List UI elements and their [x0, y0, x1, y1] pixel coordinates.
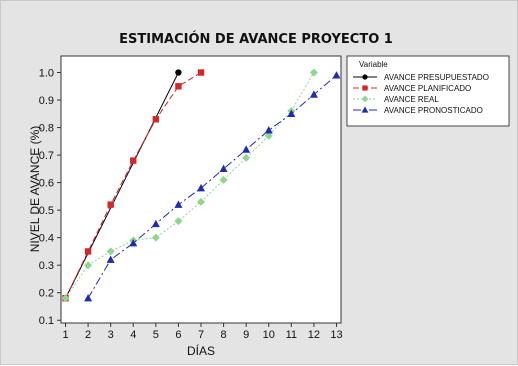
series-3	[84, 71, 341, 302]
data-point	[197, 69, 205, 76]
data-point	[106, 247, 115, 256]
data-point	[84, 248, 92, 255]
data-point	[242, 153, 251, 162]
data-point	[264, 126, 273, 134]
legend-label: AVANCE REAL	[384, 95, 439, 104]
x-tick-label: 6	[175, 329, 181, 341]
y-tick-label: 0.1	[39, 315, 54, 327]
data-point	[152, 116, 160, 123]
y-tick-label: 1.0	[39, 68, 54, 80]
x-tick-label: 2	[85, 329, 91, 341]
legend-marker	[362, 85, 368, 91]
data-point	[219, 164, 228, 173]
data-point	[175, 69, 182, 76]
series-line	[65, 72, 179, 299]
axes: 1 2 3 4 5 6 7 8 9 10 11 12 130.10.20.30.40.50.60.70.…	[39, 68, 343, 341]
series-line	[65, 72, 315, 299]
x-tick-label: 1	[62, 329, 68, 341]
data-point	[332, 71, 341, 79]
x-tick-label: 12	[308, 329, 320, 341]
data-point	[174, 200, 183, 208]
x-tick-label: 7	[198, 329, 204, 341]
data-point	[264, 131, 273, 140]
y-tick-label: 0.7	[39, 150, 54, 162]
data-point	[174, 217, 183, 226]
data-point	[61, 294, 70, 303]
legend-title: Variable	[359, 60, 388, 69]
data-point	[84, 294, 93, 302]
data-point	[84, 261, 93, 270]
x-axis-title: DÍAS	[187, 343, 215, 358]
y-tick-label: 0.3	[39, 260, 54, 272]
x-tick-label: 8	[221, 329, 227, 341]
data-point	[309, 68, 318, 77]
x-tick-label: 9	[243, 329, 249, 341]
data-point	[107, 201, 114, 208]
data-point	[151, 219, 160, 228]
legend-label: AVANCE PRONOSTICADO	[384, 106, 483, 115]
data-point	[106, 255, 115, 263]
chart-title: ESTIMACIÓN DE AVANCE PROYECTO 1	[119, 31, 393, 47]
y-tick-label: 0.2	[39, 288, 54, 300]
x-tick-label: 13	[330, 329, 342, 341]
series-2	[61, 68, 318, 303]
data-point	[287, 109, 296, 118]
legend-label: AVANCE PLANIFICADO	[384, 84, 471, 93]
data-point	[197, 197, 205, 206]
legend: Variable AVANCE PRESUPUESTADO AVANCE PLAN…	[346, 55, 510, 127]
x-tick-label: 5	[153, 329, 159, 341]
x-tick-label: 3	[108, 329, 114, 341]
y-tick-label: 0.5	[39, 205, 54, 217]
y-tick-label: 0.4	[39, 233, 54, 245]
y-tick-label: 0.6	[39, 178, 54, 190]
data-point	[175, 83, 182, 90]
y-tick-label: 0.9	[39, 95, 54, 107]
data-point	[309, 90, 318, 98]
data-point	[151, 233, 160, 242]
data-point	[219, 175, 228, 184]
legend-marker	[362, 74, 368, 80]
data-point	[130, 157, 137, 164]
legend-box	[346, 55, 510, 127]
x-tick-label: 4	[130, 329, 136, 341]
legend-label: AVANCE PRESUPUESTADO	[384, 73, 489, 82]
series-layer	[61, 68, 341, 303]
data-point	[197, 183, 205, 192]
series-line	[87, 74, 337, 299]
y-tick-label: 0.8	[39, 123, 54, 135]
data-point	[129, 238, 138, 247]
legend-marker	[361, 106, 369, 113]
y-axis-title: NIVEL DE AVANCE (%)	[28, 126, 42, 252]
data-point	[242, 145, 251, 153]
x-tick-label: 11	[286, 329, 297, 341]
legend-marker	[361, 95, 369, 103]
x-tick-label: 10	[263, 329, 275, 341]
